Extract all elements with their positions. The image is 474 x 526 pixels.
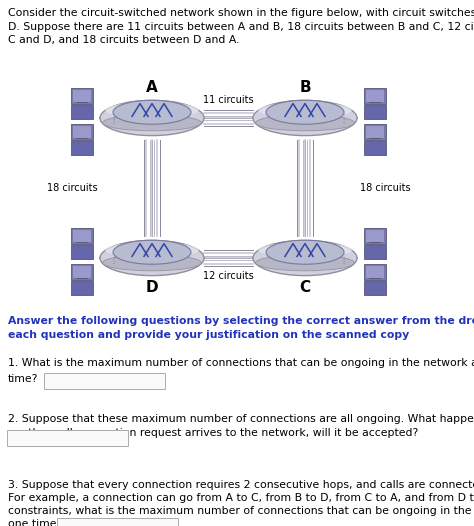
Text: 1. What is the maximum number of connections that can be ongoing in the network : 1. What is the maximum number of connect… — [8, 358, 474, 368]
Text: D: D — [146, 280, 158, 296]
FancyBboxPatch shape — [73, 266, 91, 278]
Ellipse shape — [253, 100, 357, 136]
FancyBboxPatch shape — [366, 230, 384, 242]
Text: 18 circuits: 18 circuits — [46, 183, 97, 193]
FancyBboxPatch shape — [45, 372, 165, 389]
FancyBboxPatch shape — [364, 141, 386, 155]
Text: 18 circuits: 18 circuits — [360, 183, 410, 193]
FancyBboxPatch shape — [71, 281, 93, 295]
FancyBboxPatch shape — [73, 126, 91, 138]
Ellipse shape — [258, 102, 352, 118]
Text: 3. Suppose that every connection requires 2 consecutive hops, and calls are conn: 3. Suppose that every connection require… — [8, 480, 474, 490]
FancyBboxPatch shape — [73, 90, 91, 102]
FancyBboxPatch shape — [364, 264, 386, 280]
FancyBboxPatch shape — [8, 430, 128, 446]
Text: one time?: one time? — [8, 519, 62, 526]
Text: A: A — [146, 80, 158, 96]
Text: [ Select ]: [ Select ] — [14, 432, 61, 442]
Ellipse shape — [105, 102, 199, 118]
FancyBboxPatch shape — [71, 105, 93, 119]
Text: For example, a connection can go from A to C, from B to D, from C to A, and from: For example, a connection can go from A … — [8, 493, 474, 503]
Ellipse shape — [100, 240, 204, 276]
FancyBboxPatch shape — [364, 281, 386, 295]
Text: another call connection request arrives to the network, will it be accepted?: another call connection request arrives … — [8, 428, 418, 438]
Ellipse shape — [102, 115, 201, 131]
FancyBboxPatch shape — [364, 124, 386, 140]
Ellipse shape — [255, 115, 355, 131]
Text: [ Select ]: [ Select ] — [51, 376, 98, 386]
Text: :
:
:: : : : — [112, 111, 115, 125]
Ellipse shape — [255, 255, 355, 271]
Ellipse shape — [113, 240, 191, 264]
Text: :
:
:: : : : — [342, 111, 345, 125]
Text: time?: time? — [8, 374, 38, 384]
Text: Consider the circuit-switched network shown in the figure below, with circuit sw: Consider the circuit-switched network sh… — [8, 8, 474, 45]
Ellipse shape — [266, 100, 344, 124]
FancyBboxPatch shape — [366, 126, 384, 138]
Ellipse shape — [100, 100, 204, 136]
Text: B: B — [299, 80, 311, 96]
Text: ...: ... — [149, 112, 155, 118]
Ellipse shape — [105, 242, 199, 258]
FancyBboxPatch shape — [364, 245, 386, 259]
Text: C: C — [300, 280, 310, 296]
Text: :
:
:: : : : — [112, 251, 115, 265]
Text: Answer the following questions by selecting the correct answer from the drop-dow: Answer the following questions by select… — [8, 316, 474, 340]
Text: 2. Suppose that these maximum number of connections are all ongoing. What happen: 2. Suppose that these maximum number of … — [8, 414, 474, 424]
FancyBboxPatch shape — [71, 228, 93, 244]
Text: :
:
:: : : : — [342, 251, 345, 265]
Text: ▾: ▾ — [170, 521, 174, 526]
Ellipse shape — [266, 240, 344, 264]
Text: ...: ... — [301, 252, 309, 258]
FancyBboxPatch shape — [364, 105, 386, 119]
FancyBboxPatch shape — [71, 264, 93, 280]
Text: ▾: ▾ — [119, 432, 125, 442]
FancyBboxPatch shape — [366, 90, 384, 102]
Ellipse shape — [113, 100, 191, 124]
Text: ▾: ▾ — [156, 376, 162, 386]
FancyBboxPatch shape — [71, 88, 93, 104]
FancyBboxPatch shape — [73, 230, 91, 242]
Text: 11 circuits: 11 circuits — [203, 95, 254, 105]
Text: [ Select ]: [ Select ] — [64, 521, 111, 526]
Text: ...: ... — [301, 112, 309, 118]
Text: constraints, what is the maximum number of connections that can be ongoing in th: constraints, what is the maximum number … — [8, 506, 474, 516]
FancyBboxPatch shape — [366, 266, 384, 278]
Ellipse shape — [253, 240, 357, 276]
Text: 12 circuits: 12 circuits — [203, 271, 254, 281]
FancyBboxPatch shape — [57, 518, 179, 526]
Text: ...: ... — [149, 252, 155, 258]
FancyBboxPatch shape — [364, 88, 386, 104]
FancyBboxPatch shape — [71, 245, 93, 259]
FancyBboxPatch shape — [71, 141, 93, 155]
FancyBboxPatch shape — [364, 228, 386, 244]
Ellipse shape — [258, 242, 352, 258]
FancyBboxPatch shape — [71, 124, 93, 140]
Ellipse shape — [102, 255, 201, 271]
